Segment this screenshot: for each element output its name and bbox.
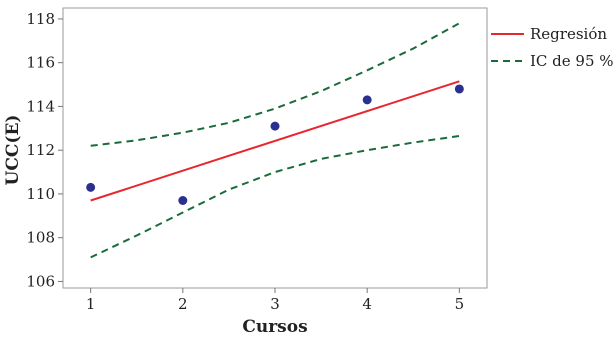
y-tick-label: 114 [26, 97, 55, 115]
x-tick-label: 5 [455, 295, 465, 313]
y-axis-title: UCC(E) [3, 115, 23, 186]
data-point [270, 121, 280, 131]
y-tick-label: 112 [26, 141, 55, 159]
ci-lower-line [90, 135, 460, 259]
y-axis-ticks: 106 108 110 112 114 116 118 [26, 10, 63, 290]
y-tick-label: 110 [26, 185, 55, 203]
legend-ci-label: IC de 95 % [530, 52, 614, 70]
data-point [454, 84, 464, 94]
data-point [362, 95, 372, 105]
x-tick-label: 3 [270, 295, 280, 313]
data-point [178, 196, 188, 205]
legend: Regresión IC de 95 % [491, 25, 614, 70]
series-layer [86, 22, 464, 259]
x-tick-label: 2 [178, 295, 188, 313]
x-tick-label: 1 [86, 295, 96, 313]
y-tick-label: 116 [26, 54, 55, 72]
x-tick-label: 4 [362, 295, 372, 313]
ci-upper-line [90, 22, 460, 147]
y-tick-label: 118 [26, 10, 55, 28]
y-tick-label: 106 [26, 272, 55, 290]
plot-area-frame [62, 7, 488, 289]
y-tick-label: 108 [26, 229, 55, 247]
data-point [86, 182, 96, 192]
x-axis-ticks: 1 2 3 4 5 [86, 288, 464, 313]
legend-regression-label: Regresión [530, 25, 607, 43]
x-axis-title: Cursos [242, 317, 307, 337]
regression-line [90, 80, 460, 202]
